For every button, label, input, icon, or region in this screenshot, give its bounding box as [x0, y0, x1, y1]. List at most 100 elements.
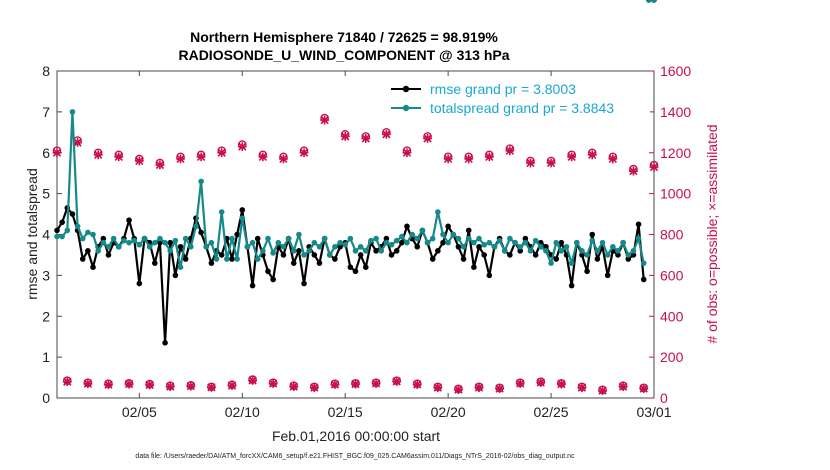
rmse-point — [254, 235, 261, 242]
spread-point — [290, 248, 297, 254]
spread-point — [167, 248, 174, 254]
obs-assimilated-marker — [598, 386, 607, 396]
obs-assimilated-marker — [639, 384, 649, 393]
rmse-point — [172, 272, 179, 279]
spread-point — [172, 237, 179, 244]
spread-point — [347, 235, 354, 242]
obs-assimilated-marker — [309, 383, 319, 392]
obs-assimilated-marker — [289, 382, 299, 391]
spread-point — [548, 260, 554, 266]
obs-assimilated-marker — [217, 148, 227, 158]
obs-assimilated-marker — [268, 379, 278, 388]
spread-point — [440, 231, 446, 238]
data-file-footnote: data file: /Users/raeder/DAI/ATM_forcXX/… — [135, 453, 575, 460]
spread-point — [218, 209, 225, 215]
spread-point — [496, 237, 503, 244]
obs-assimilated-marker — [495, 384, 505, 393]
obs-assimilated-marker — [114, 152, 124, 162]
x-tick-label: 02/25 — [534, 404, 569, 420]
rmse-point — [455, 243, 462, 250]
spread-point — [486, 239, 493, 246]
rmse-point — [465, 227, 472, 234]
spread-point — [630, 248, 637, 254]
rmse-point — [90, 264, 96, 271]
rmse-point — [85, 248, 91, 254]
spread-point — [157, 235, 163, 242]
obs-assimilated-marker — [536, 378, 546, 387]
rmse-point — [69, 211, 76, 217]
spread-point — [208, 239, 215, 246]
obs-assimilated-marker — [351, 379, 360, 389]
spread-point — [126, 239, 132, 246]
spread-point — [522, 239, 529, 246]
rmse-point — [481, 252, 487, 258]
spread-point — [646, 0, 652, 3]
rmse-point — [177, 243, 184, 250]
spread-point — [393, 237, 400, 244]
spread-point — [553, 239, 560, 246]
spread-point — [435, 209, 441, 215]
obs-assimilated-marker — [52, 148, 62, 158]
rmse-point — [301, 280, 307, 287]
spread-point — [188, 243, 194, 250]
spread-point — [517, 243, 523, 250]
rmse-point — [625, 256, 632, 262]
right-tick-label: 0 — [660, 390, 668, 406]
obs-assimilated-marker — [464, 154, 474, 164]
rmse-point — [635, 221, 642, 228]
right-tick-label: 800 — [660, 227, 684, 243]
obs-assimilated-marker — [340, 132, 350, 141]
spread-point — [321, 235, 328, 242]
spread-point — [193, 223, 199, 230]
spread-point — [635, 235, 642, 242]
x-tick-label: 02/10 — [225, 404, 260, 420]
rmse-point — [393, 248, 400, 254]
rmse-point — [553, 256, 560, 262]
spread-point — [105, 243, 112, 250]
obs-assimilated-marker — [73, 138, 82, 147]
spread-point — [110, 235, 117, 242]
spread-point — [337, 239, 343, 246]
spread-point — [141, 235, 148, 242]
spread-point — [558, 248, 565, 254]
spread-point — [491, 243, 498, 250]
rmse-point — [316, 260, 323, 266]
obs-assimilated-marker — [93, 150, 103, 160]
left-tick-label: 7 — [42, 104, 50, 120]
rmse-point — [517, 248, 523, 254]
spread-point — [604, 252, 611, 258]
spread-point — [465, 235, 472, 242]
series-lines — [54, 0, 657, 346]
right-tick-label: 1600 — [660, 63, 691, 79]
spread-point — [373, 235, 379, 242]
spread-point — [445, 239, 451, 246]
spread-point — [512, 239, 518, 246]
obs-count-markers — [52, 113, 659, 396]
spread-point — [357, 243, 364, 250]
obs-assimilated-marker — [474, 383, 484, 392]
spread-point — [265, 235, 271, 242]
obs-assimilated-marker — [320, 115, 330, 125]
obs-assimilated-marker — [124, 379, 134, 389]
legend-box — [386, 78, 650, 118]
spread-point — [471, 239, 477, 246]
right-tick-label: 1000 — [660, 186, 691, 202]
left-tick-label: 5 — [42, 186, 50, 202]
obs-assimilated-marker — [248, 376, 257, 385]
rmse-point — [404, 223, 410, 230]
obs-assimilated-marker — [104, 380, 113, 390]
spread-point — [182, 235, 189, 242]
spread-point — [342, 241, 349, 248]
spread-point — [285, 235, 292, 242]
spread-point — [584, 252, 590, 258]
left-tick-label: 8 — [42, 63, 50, 79]
spread-point — [306, 248, 312, 254]
spread-point — [615, 248, 621, 254]
rmse-point — [218, 252, 225, 258]
spread-point — [136, 241, 143, 248]
right-tick-label: 600 — [660, 267, 684, 283]
spread-point — [177, 264, 184, 271]
spread-point — [131, 237, 137, 244]
obs-assimilated-marker — [505, 146, 515, 156]
rmse-point — [440, 239, 446, 246]
